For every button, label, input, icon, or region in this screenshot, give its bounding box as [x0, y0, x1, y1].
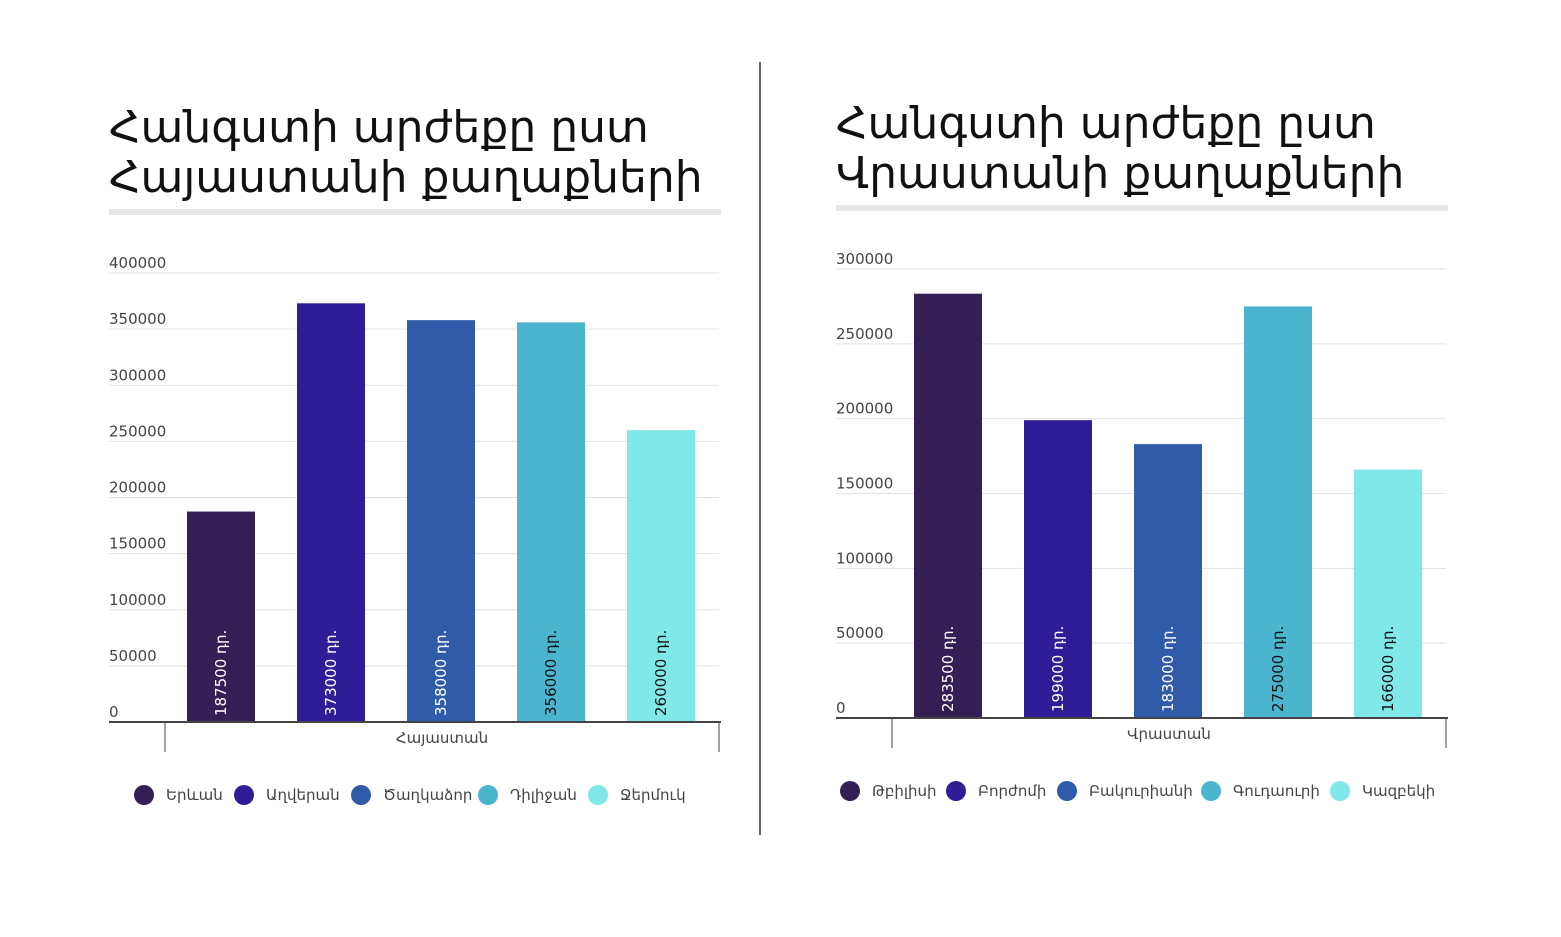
bar [297, 303, 365, 722]
chart-title-line-1: Հանգստի արժեքը ըստ [109, 102, 649, 153]
bar-value-label: 183000 դր. [1159, 626, 1177, 712]
chart-title-line-2: Վրաստանի քաղաքների [836, 148, 1404, 199]
y-tick-label: 100000 [836, 549, 893, 567]
y-tick-label: 0 [109, 703, 119, 721]
legend-label: Բակուրիանի [1089, 782, 1193, 800]
y-tick-label: 150000 [836, 475, 893, 493]
bar-value-label: 358000 դր. [432, 630, 450, 716]
legend-swatch [840, 781, 860, 801]
plot-area: 0 50000 100000 150000 200000 250000 300000 2835… [836, 250, 1448, 748]
y-tick-label: 50000 [836, 624, 884, 642]
legend-label: Բորժոմի [978, 782, 1046, 800]
bar-value-label: 373000 դր. [322, 630, 340, 716]
y-tick-label: 250000 [836, 325, 893, 343]
bar [187, 511, 255, 722]
legend-swatch [1201, 781, 1221, 801]
y-tick-label: 50000 [109, 647, 157, 665]
bar [627, 430, 695, 722]
legend: Թբիլիսի Բորժոմի Բակուրիանի Գուդաուրի Կազբեկի [840, 781, 1435, 801]
legend-label: Ջերմուկ [620, 786, 686, 804]
chart-armenia: Հանգստի արժեքը ըստ Հայաստանի քաղաքների 0… [109, 102, 721, 805]
legend-label: Ծաղկաձոր [383, 786, 472, 804]
bar [1354, 469, 1422, 718]
y-tick-label: 0 [836, 699, 846, 717]
legend-swatch [234, 785, 254, 805]
plot-area: 0 50000 100000 150000 200000 250000 300000 3500… [109, 254, 721, 752]
legend-swatch [946, 781, 966, 801]
legend-swatch [588, 785, 608, 805]
legend-label: Թբիլիսի [872, 782, 937, 800]
legend-label: Աղվերան [266, 786, 340, 804]
legend-label: Դիլիջան [510, 786, 577, 804]
bar [517, 322, 585, 722]
y-tick-label: 100000 [109, 591, 166, 609]
y-tick-label: 300000 [109, 366, 166, 384]
y-tick-label: 150000 [109, 535, 166, 553]
bar [407, 320, 475, 722]
legend-label: Երևան [166, 786, 223, 804]
bar [1244, 306, 1312, 718]
chart-title-line-1: Հանգստի արժեքը ըստ [836, 98, 1376, 149]
bar-value-label: 199000 դր. [1049, 626, 1067, 712]
title-underline [109, 209, 721, 215]
x-group-label: Վրաստան [1127, 725, 1211, 743]
legend-swatch [134, 785, 154, 805]
bar-value-label: 275000 դր. [1269, 626, 1287, 712]
legend-swatch [478, 785, 498, 805]
bar [914, 293, 982, 718]
bar-value-label: 187500 դր. [212, 630, 230, 716]
bar [1134, 444, 1202, 718]
y-tick-label: 200000 [109, 479, 166, 497]
legend-label: Գուդաուրի [1233, 782, 1320, 800]
bar-value-label: 283500 դր. [939, 626, 957, 712]
x-group-label: Հայաստան [396, 729, 488, 747]
legend-swatch [351, 785, 371, 805]
legend-swatch [1330, 781, 1350, 801]
legend: Երևան Աղվերան Ծաղկաձոր Դիլիջան Ջերմուկ [134, 785, 686, 805]
bar-value-label: 260000 դր. [652, 630, 670, 716]
bar [1024, 420, 1092, 718]
y-tick-label: 200000 [836, 400, 893, 418]
bar-value-label: 166000 դր. [1379, 626, 1397, 712]
legend-label: Կազբեկի [1362, 782, 1435, 800]
y-tick-label: 250000 [109, 422, 166, 440]
bar-value-label: 356000 դր. [542, 630, 560, 716]
chart-title-line-2: Հայաստանի քաղաքների [109, 152, 703, 203]
y-tick-label: 400000 [109, 254, 166, 272]
legend-swatch [1057, 781, 1077, 801]
title-underline [836, 205, 1448, 211]
y-tick-label: 300000 [836, 250, 893, 268]
chart-georgia: Հանգստի արժեքը ըստ Վրաստանի քաղաքների 0 5… [836, 98, 1448, 801]
y-tick-label: 350000 [109, 310, 166, 328]
